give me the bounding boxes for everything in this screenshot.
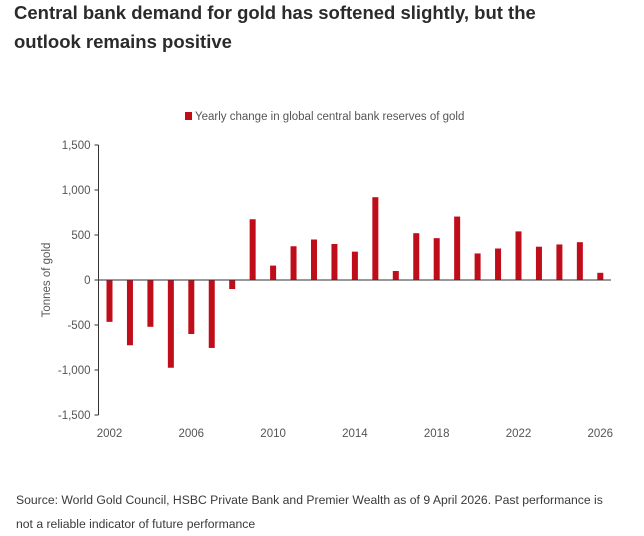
y-axis: 1,500 1,000 500 0 -500 -1,000 -1,500 (58, 140, 99, 422)
y-tick-label: 500 (71, 230, 90, 242)
bar-2014 (351, 251, 358, 280)
bar-2019 (454, 216, 461, 280)
legend-swatch (185, 112, 192, 120)
x-tick-label: 2002 (97, 428, 123, 440)
y-tick-label: 1,500 (62, 140, 91, 152)
y-tick-label: -500 (67, 320, 90, 332)
x-tick-label: 2010 (260, 428, 286, 440)
bar-2020 (474, 253, 481, 280)
source-line-1: Source: World Gold Council, HSBC Private… (16, 493, 603, 507)
bar-2017 (413, 233, 420, 280)
legend-label: Yearly change in global central bank res… (195, 111, 464, 123)
bar-2026 (597, 272, 604, 280)
x-tick-label: 2026 (588, 428, 614, 440)
bar-2005 (167, 280, 174, 368)
chart-title-line-1: Central bank demand for gold has softene… (14, 2, 536, 23)
x-tick-label: 2006 (179, 428, 205, 440)
source-note: Source: World Gold Council, HSBC Private… (16, 488, 636, 536)
bar-2022 (515, 231, 522, 280)
bar-2008 (229, 280, 236, 289)
bar-2003 (126, 280, 133, 346)
y-tick-label: 0 (84, 275, 90, 287)
bar-2024 (556, 244, 563, 280)
x-tick-label: 2022 (506, 428, 532, 440)
bar-2009 (249, 219, 256, 280)
bar-2013 (331, 244, 338, 280)
x-tick-label: 2014 (342, 428, 368, 440)
chart-title: Central bank demand for gold has softene… (14, 0, 614, 56)
bars (106, 197, 604, 368)
bar-2018 (433, 238, 440, 280)
y-tick-label: 1,000 (62, 185, 91, 197)
x-tick-label: 2018 (424, 428, 450, 440)
bar-2004 (147, 280, 154, 327)
y-tick-label: -1,000 (58, 365, 91, 377)
bar-2012 (311, 239, 317, 280)
x-axis: 2002 2006 2010 2014 2018 2022 2026 (97, 279, 614, 440)
bar-2025 (576, 242, 583, 280)
bar-2016 (392, 271, 399, 280)
bar-chart: Yearly change in global central bank res… (41, 111, 614, 440)
bar-2015 (372, 197, 379, 280)
y-tick-label: -1,500 (58, 410, 91, 422)
bar-2021 (495, 248, 502, 280)
bar-2023 (535, 246, 542, 280)
bar-2006 (188, 280, 195, 334)
chart-title-line-2: outlook remains positive (14, 31, 232, 52)
bar-2007 (208, 280, 215, 348)
bar-2002 (106, 280, 113, 322)
bar-2010 (270, 265, 277, 280)
source-line-2: not a reliable indicator of future perfo… (16, 517, 256, 531)
bar-2011 (290, 246, 297, 280)
y-axis-label: Tonnes of gold (41, 243, 53, 318)
legend: Yearly change in global central bank res… (185, 111, 464, 123)
